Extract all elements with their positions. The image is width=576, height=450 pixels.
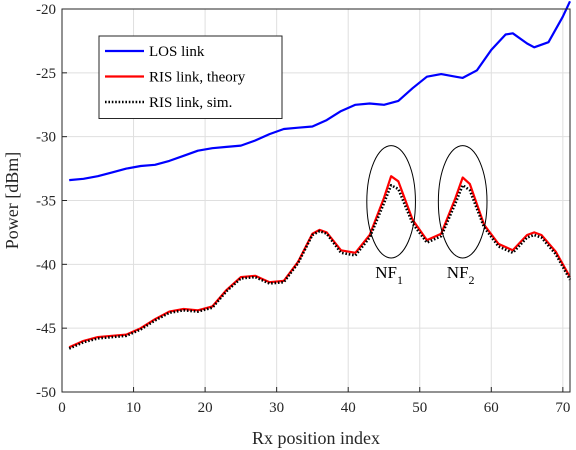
near-field-ellipse (366, 145, 416, 259)
x-tick-label: 10 (126, 400, 141, 416)
grid (61, 8, 570, 393)
series-line-3 (68, 183, 572, 350)
x-tick-label: 40 (341, 400, 356, 416)
legend-entry-label: LOS link (149, 44, 205, 60)
near-field-ellipse (437, 145, 488, 259)
near-field-label-base: NF (447, 263, 469, 282)
y-tick-label: -25 (36, 66, 56, 82)
legend-entry-label: RIS link, theory (149, 70, 246, 86)
legend: LOS link RIS link, theory RIS link, sim. (98, 35, 283, 119)
near-field-label: NF2 (447, 263, 475, 287)
legend-entry-label: RIS link, sim. (149, 95, 232, 111)
x-tick-label: 60 (484, 400, 499, 416)
near-field-label-subscript: 1 (397, 273, 403, 287)
near-field-annotations: NF1 NF2 (366, 145, 488, 287)
series-line-2 (68, 175, 571, 349)
y-tick-label: -40 (36, 257, 56, 273)
near-field-label: NF1 (375, 263, 403, 287)
x-tick-label: 30 (269, 400, 284, 416)
y-tick-label: -50 (36, 385, 56, 401)
x-tick-label: 70 (555, 400, 570, 416)
x-tick-label: 0 (58, 400, 66, 416)
series-lines (68, 0, 572, 350)
y-axis-title: Power [dBm] (2, 152, 22, 250)
near-field-label-subscript: 2 (469, 273, 475, 287)
x-axis-title: Rx position index (252, 428, 380, 448)
y-tick-label: -45 (36, 321, 56, 337)
y-tick-label: -20 (36, 2, 56, 18)
axis-ticks: 0 10 20 30 40 50 60 70 -50 -45 -40 -35 -30 -25 -20 (36, 2, 570, 416)
x-tick-label: 50 (412, 400, 427, 416)
y-tick-label: -30 (36, 130, 56, 146)
x-tick-label: 20 (198, 400, 213, 416)
y-tick-label: -35 (36, 194, 56, 210)
series-line-1 (69, 0, 571, 182)
near-field-label-base: NF (375, 263, 397, 282)
